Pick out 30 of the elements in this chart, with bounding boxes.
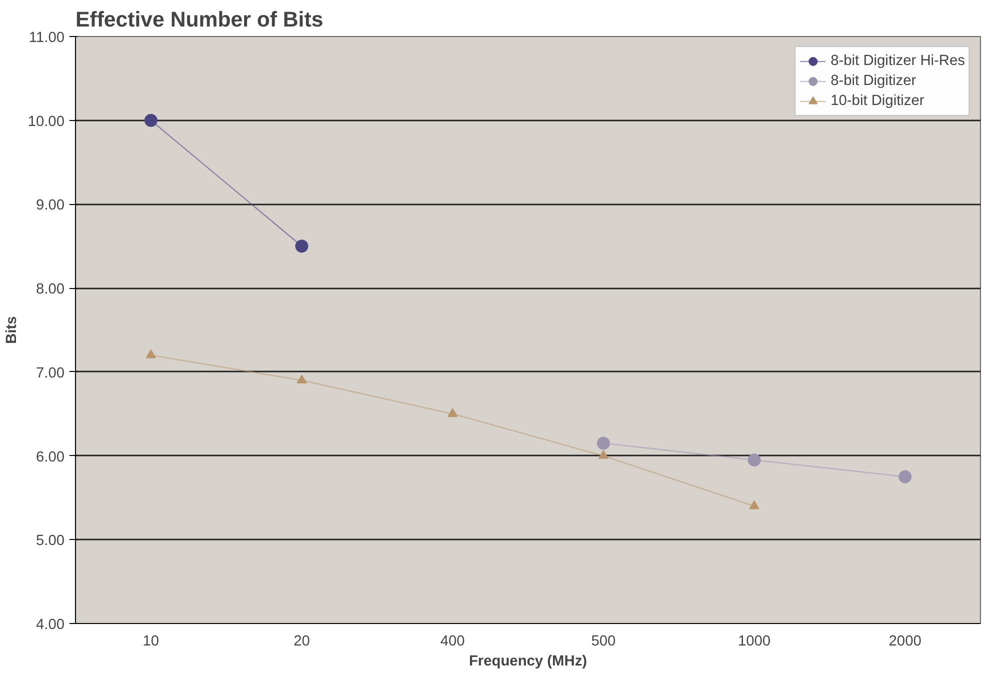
- x-tick-label: 20: [294, 634, 310, 650]
- point: [146, 349, 156, 358]
- legend-label: 10-bit Digitizer: [830, 93, 924, 109]
- point: [898, 470, 912, 484]
- y-axis-title: Bits: [4, 316, 20, 344]
- x-tick-label: 2000: [888, 634, 922, 650]
- y-tick-label: 9.00: [36, 198, 65, 214]
- y-tick-label: 11.00: [28, 30, 65, 46]
- point: [596, 436, 610, 450]
- point: [598, 450, 608, 459]
- x-tick-label: 1000: [738, 634, 771, 650]
- y-tick-label: 7.00: [36, 365, 65, 382]
- x-tick-label: 500: [591, 634, 616, 650]
- legend-label: 8-bit Digitizer Hi-Res: [830, 53, 965, 69]
- y-tick-label: 8.00: [36, 282, 65, 298]
- x-tick-label: 10: [142, 634, 160, 650]
- point: [296, 374, 307, 384]
- y-tick-label: 6.00: [36, 449, 65, 466]
- point: [748, 453, 761, 466]
- legend-label: 8-bit Digitizer: [830, 73, 916, 89]
- y-tick-label: 4.00: [36, 617, 65, 633]
- point: [295, 240, 308, 253]
- chart-title: Effective Number of Bits: [76, 8, 324, 32]
- point: [448, 408, 458, 417]
- y-tick-label: 5.00: [36, 533, 65, 550]
- x-tick-label: 400: [440, 634, 465, 650]
- y-tick-label: 10.00: [28, 114, 65, 130]
- point: [144, 114, 158, 127]
- point: [749, 500, 760, 510]
- x-axis-title: Frequency (MHz): [468, 654, 588, 670]
